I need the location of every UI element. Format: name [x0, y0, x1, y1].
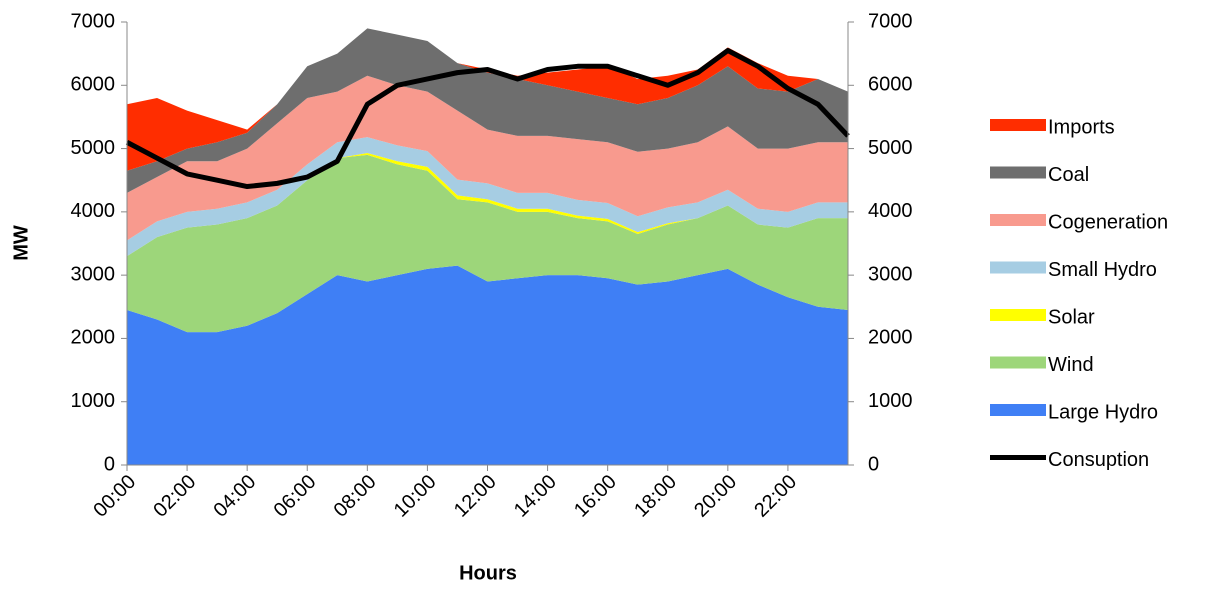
y-tick-label: 4000 [71, 200, 116, 222]
y2-tick-label: 4000 [868, 200, 913, 222]
y2-tick-label: 1000 [868, 390, 913, 412]
legend-label: Wind [1048, 354, 1094, 376]
x-tick-label: 10:00 [390, 471, 441, 522]
y-tick-label: 7000 [71, 10, 116, 32]
area [127, 137, 848, 257]
legend-label: Imports [1048, 116, 1115, 138]
legend-label: Cogeneration [1048, 211, 1168, 233]
y2-tick-label: 7000 [868, 10, 913, 32]
x-tick-label: 16:00 [570, 471, 621, 522]
area [127, 75, 848, 241]
x-tick-label: 00:00 [89, 471, 140, 522]
area [127, 265, 848, 465]
y-tick-label: 2000 [71, 327, 116, 349]
legend-swatch [990, 404, 1046, 416]
x-tick-label: 20:00 [690, 471, 741, 522]
x-tick-label: 12:00 [450, 471, 501, 522]
area [127, 154, 848, 333]
y2-tick-label: 3000 [868, 263, 913, 285]
y2-tick-label: 0 [868, 453, 879, 475]
y-tick-label: 6000 [71, 74, 116, 96]
x-tick-label: 14:00 [510, 471, 561, 522]
y2-tick-label: 6000 [868, 74, 913, 96]
y-tick-label: 5000 [71, 137, 116, 159]
legend-label: Small Hydro [1048, 259, 1157, 281]
legend-label: Consuption [1048, 449, 1149, 471]
legend-label: Coal [1048, 164, 1089, 186]
legend-swatch [990, 119, 1046, 131]
y-tick-label: 1000 [71, 390, 116, 412]
y-tick-label: 3000 [71, 263, 116, 285]
legend-label: Solar [1048, 306, 1095, 328]
legend-swatch [990, 309, 1046, 321]
legend-swatch [990, 356, 1046, 369]
x-tick-label: 02:00 [149, 471, 200, 522]
x-tick-label: 22:00 [750, 471, 801, 522]
legend-label: Large Hydro [1048, 401, 1158, 423]
y-axis-label: MW [10, 225, 32, 261]
x-tick-label: 04:00 [209, 471, 260, 522]
area [127, 28, 848, 193]
y2-tick-label: 5000 [868, 137, 913, 159]
y2-tick-label: 2000 [868, 327, 913, 349]
x-axis-label: Hours [459, 562, 517, 584]
line [125, 47, 850, 190]
legend-swatch [990, 214, 1046, 226]
x-tick-label: 06:00 [270, 471, 321, 522]
legend-swatch [990, 261, 1046, 274]
x-tick-label: 18:00 [630, 471, 681, 522]
y-tick-label: 0 [104, 453, 115, 475]
x-tick-label: 08:00 [330, 471, 381, 522]
legend-swatch [990, 166, 1046, 179]
